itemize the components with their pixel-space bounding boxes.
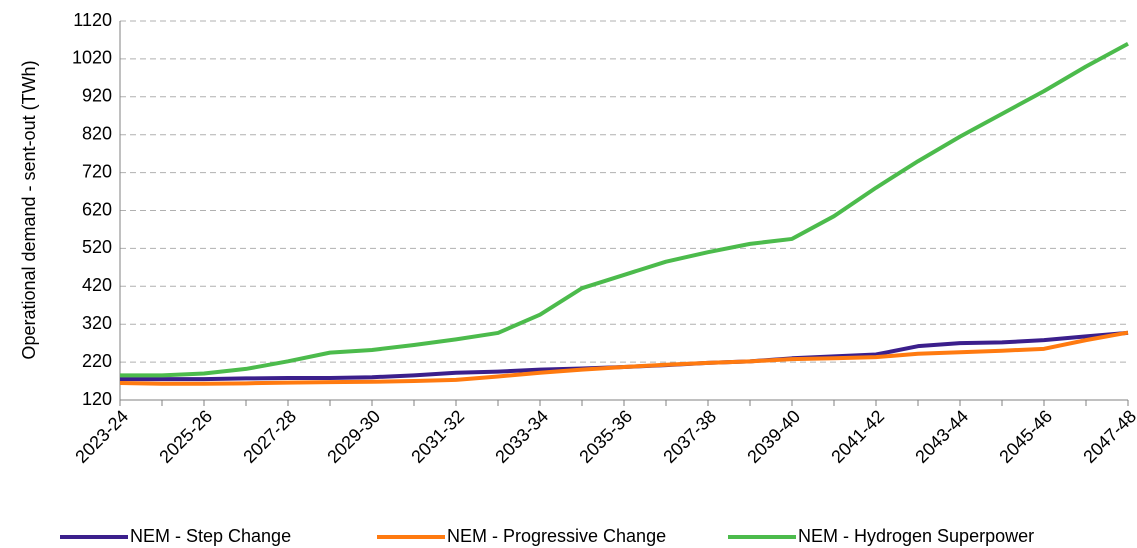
x-tick-label: 2035-36 xyxy=(575,406,636,467)
y-tick-label: 620 xyxy=(82,199,112,219)
x-tick-label: 2039-40 xyxy=(743,406,804,467)
y-tick-label: 220 xyxy=(82,351,112,371)
x-tick-label: 2043-44 xyxy=(911,406,972,467)
x-tick-label: 2041-42 xyxy=(827,406,888,467)
x-tick-label: 2033-34 xyxy=(491,406,552,467)
y-tick-label: 120 xyxy=(82,389,112,409)
y-tick-label: 820 xyxy=(82,123,112,143)
y-tick-label: 720 xyxy=(82,161,112,181)
x-tick-label: 2031-32 xyxy=(407,406,468,467)
y-tick-label: 520 xyxy=(82,237,112,257)
x-tick-label: 2023-24 xyxy=(71,406,132,467)
legend-label: NEM - Step Change xyxy=(130,526,291,546)
legend-label: NEM - Progressive Change xyxy=(447,526,666,546)
y-tick-label: 420 xyxy=(82,275,112,295)
y-tick-label: 320 xyxy=(82,313,112,333)
x-tick-label: 2029-30 xyxy=(323,406,384,467)
line xyxy=(120,41,1129,378)
x-tick-label: 2027-28 xyxy=(239,406,300,467)
y-tick-label: 920 xyxy=(82,86,112,106)
y-tick-label: 1020 xyxy=(72,48,112,68)
x-tick-label: 2025-26 xyxy=(155,406,216,467)
x-tick-label: 2045-46 xyxy=(995,406,1056,467)
y-tick-label: 1120 xyxy=(73,10,112,30)
line xyxy=(119,330,1129,386)
y-axis-label: Operational demand - sent-out (TWh) xyxy=(19,60,39,359)
x-tick-label: 2047-48 xyxy=(1079,406,1137,467)
legend-label: NEM - Hydrogen Superpower xyxy=(798,526,1034,546)
line xyxy=(120,330,1129,382)
x-tick-label: 2037-38 xyxy=(659,406,720,467)
